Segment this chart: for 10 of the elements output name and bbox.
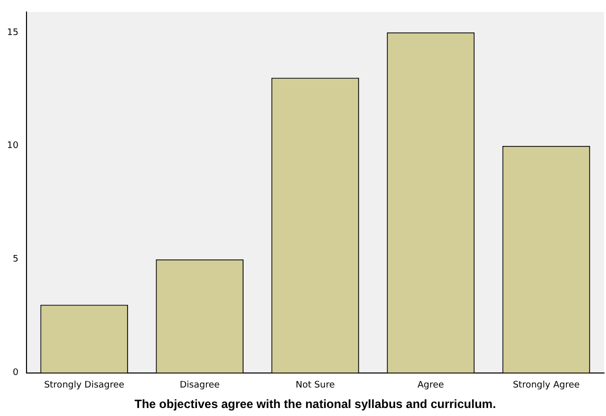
x-tick-label: Strongly Agree bbox=[512, 380, 580, 391]
x-tick-label: Strongly Disagree bbox=[44, 380, 125, 391]
x-tick-label: Agree bbox=[418, 380, 444, 391]
y-tick-label: 0 bbox=[12, 368, 19, 378]
y-tick-label: 10 bbox=[7, 141, 19, 152]
x-tick-label: Not Sure bbox=[296, 380, 336, 391]
y-tick-label: 15 bbox=[7, 28, 18, 38]
x-axis-title: The objectives agree with the national syllabus and curriculum. bbox=[134, 397, 496, 412]
x-tick-label: Disagree bbox=[180, 380, 220, 391]
y-tick-label: 5 bbox=[12, 254, 18, 265]
